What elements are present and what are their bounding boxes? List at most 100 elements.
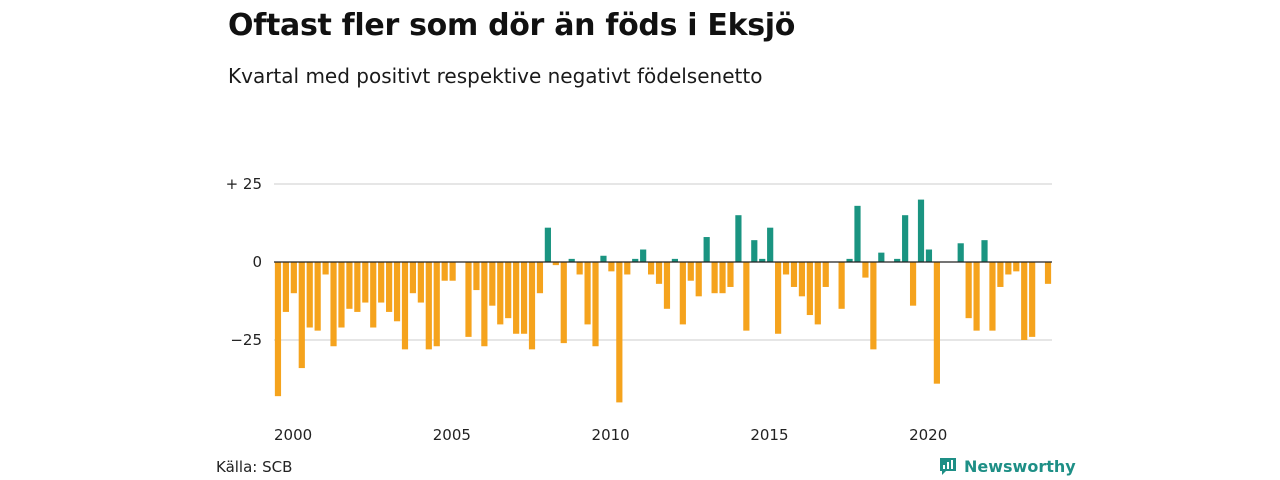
bar (362, 262, 369, 303)
bar (608, 262, 615, 272)
bar (1013, 262, 1020, 272)
bar (838, 262, 845, 309)
bar (425, 262, 432, 350)
bar (798, 262, 806, 297)
bar (298, 262, 305, 369)
bar (687, 262, 694, 281)
bar (505, 262, 512, 319)
brand-name: Newsworthy (964, 456, 1076, 476)
bar (735, 215, 742, 262)
bar (957, 243, 964, 262)
y-tick-label: −25 (230, 331, 262, 349)
y-tick-label: 0 (252, 253, 262, 271)
bar (1029, 262, 1036, 337)
bar (624, 262, 631, 275)
bar (862, 262, 869, 278)
x-tick-label: 2005 (433, 426, 471, 444)
bar (1021, 262, 1028, 340)
newsworthy-logo-icon (940, 458, 956, 475)
bar (544, 227, 551, 262)
bar (759, 258, 766, 262)
x-tick-label: 2000 (274, 426, 312, 444)
chart-subtitle: Kvartal med positivt respektive negativt… (228, 64, 763, 88)
bar (520, 262, 528, 334)
bar (354, 262, 361, 312)
bar (1005, 262, 1012, 275)
source-note: Källa: SCB (216, 458, 293, 476)
bar (568, 258, 575, 262)
bar (330, 262, 337, 347)
bar (441, 262, 448, 281)
bar (711, 262, 718, 294)
bar (465, 262, 472, 337)
bar (981, 240, 988, 262)
bar (282, 262, 289, 312)
bar (552, 262, 559, 266)
bar (528, 262, 536, 350)
bar (513, 262, 520, 334)
bar (584, 262, 591, 325)
chart-title: Oftast fler som dör än föds i Eksjö (228, 8, 796, 43)
bar (489, 262, 496, 306)
bar (409, 262, 417, 294)
x-tick-label: 2015 (750, 426, 788, 444)
bar (497, 262, 504, 325)
bar (536, 262, 544, 294)
bar (600, 255, 607, 262)
bar (386, 262, 393, 312)
bar (322, 262, 329, 275)
bar (806, 262, 813, 316)
bar (473, 262, 480, 291)
bar (902, 215, 909, 262)
bar (655, 262, 663, 284)
bar (648, 262, 655, 275)
y-tick-label: + 25 (226, 175, 262, 193)
bar (894, 258, 901, 262)
bar (909, 262, 917, 306)
bar (433, 262, 440, 347)
bar (870, 262, 877, 350)
bar (878, 252, 885, 262)
bar (338, 262, 345, 328)
bar (917, 199, 925, 262)
bar (449, 262, 456, 281)
x-tick-label: 2020 (909, 426, 947, 444)
bar (378, 262, 385, 303)
bar (274, 262, 282, 397)
bar (933, 262, 940, 384)
bar (417, 262, 424, 303)
bar (314, 262, 321, 331)
bar (1044, 262, 1052, 284)
bar (703, 237, 710, 262)
bar (290, 262, 297, 294)
newsworthy-brand: Newsworthy (938, 456, 1076, 476)
bar (306, 262, 313, 328)
bar (671, 258, 678, 262)
bar (767, 227, 774, 262)
x-tick-label: 2010 (592, 426, 630, 444)
bar (401, 262, 409, 350)
bar (782, 262, 790, 275)
bar (965, 262, 972, 319)
bar (560, 262, 567, 344)
bar (640, 249, 647, 262)
bar (822, 262, 829, 287)
bar (663, 262, 671, 309)
bar (775, 262, 782, 334)
bar (592, 262, 599, 347)
bar (632, 258, 639, 262)
bar (616, 262, 623, 403)
bar (695, 262, 702, 297)
bar (751, 240, 758, 262)
bar (846, 258, 853, 262)
bar (790, 262, 798, 287)
bar (679, 262, 686, 325)
bar (997, 262, 1004, 287)
bar (727, 262, 734, 287)
bar (973, 262, 980, 331)
bar (989, 262, 996, 331)
bar (481, 262, 488, 347)
bar (393, 262, 401, 322)
bar (814, 262, 821, 325)
